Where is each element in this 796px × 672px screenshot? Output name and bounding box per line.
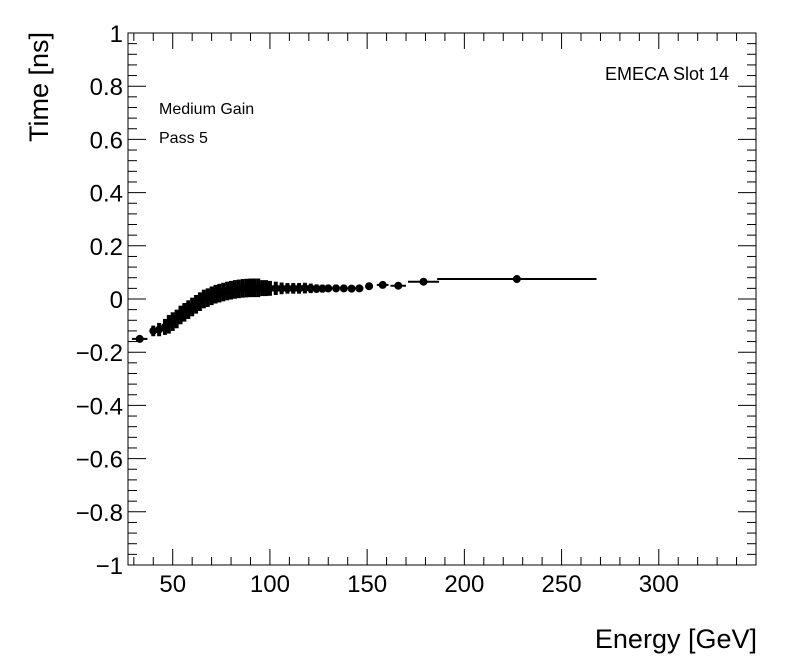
gain-annotation: Medium Gain: [159, 101, 254, 118]
x-tick-label: 300: [639, 571, 679, 598]
data-point: [135, 334, 144, 343]
x-tick-label: 100: [250, 571, 290, 598]
x-axis-tick-labels: 50 100 150 200 250 300: [159, 571, 678, 598]
data-point: [365, 282, 374, 291]
y-axis-title: Time [ns]: [24, 32, 54, 142]
y-tick-label: 0.6: [90, 127, 123, 154]
data-point: [378, 280, 387, 289]
x-axis-title: Energy [GeV]: [595, 624, 757, 654]
y-tick-label: 0.4: [90, 181, 123, 208]
x-axis-ticks: [133, 33, 757, 565]
x-tick-label: 250: [542, 571, 582, 598]
data-point: [419, 277, 428, 286]
pass-annotation: Pass 5: [159, 130, 208, 147]
data-point: [271, 284, 280, 293]
y-tick-label: 1: [110, 21, 123, 48]
data-point: [300, 284, 309, 293]
data-markers: [135, 275, 521, 343]
y-tick-label: −0.8: [76, 500, 123, 527]
data-point: [312, 284, 321, 293]
y-tick-label: 0.8: [90, 74, 123, 101]
x-tick-label: 150: [347, 571, 387, 598]
data-point: [332, 284, 341, 293]
y-tick-label: 0: [110, 287, 123, 314]
data-point: [355, 284, 364, 293]
data-point: [265, 284, 274, 293]
data-point: [295, 284, 304, 293]
y-tick-label: −0.4: [76, 393, 123, 420]
slot-annotation: EMECA Slot 14: [605, 64, 729, 84]
y-tick-label: −0.6: [76, 447, 123, 474]
y-axis-ticks: [128, 32, 756, 566]
data-point: [339, 284, 348, 293]
y-axis-tick-labels: −1 −0.8 −0.6 −0.4 −0.2 0 0.2 0.4 0.6 0.8 1: [76, 21, 123, 580]
data-point: [394, 281, 403, 290]
data-point: [324, 284, 333, 293]
x-tick-label: 200: [444, 571, 484, 598]
data-point: [347, 284, 356, 293]
data-point: [277, 284, 286, 293]
data-point: [512, 275, 521, 284]
data-point: [306, 284, 315, 293]
data-point: [289, 284, 298, 293]
y-tick-label: 0.2: [90, 234, 123, 261]
x-tick-label: 50: [159, 571, 186, 598]
error-bars: [131, 276, 597, 342]
y-tick-label: −1: [96, 553, 123, 580]
data-point: [318, 284, 327, 293]
y-tick-label: −0.2: [76, 340, 123, 367]
data-point: [283, 284, 292, 293]
